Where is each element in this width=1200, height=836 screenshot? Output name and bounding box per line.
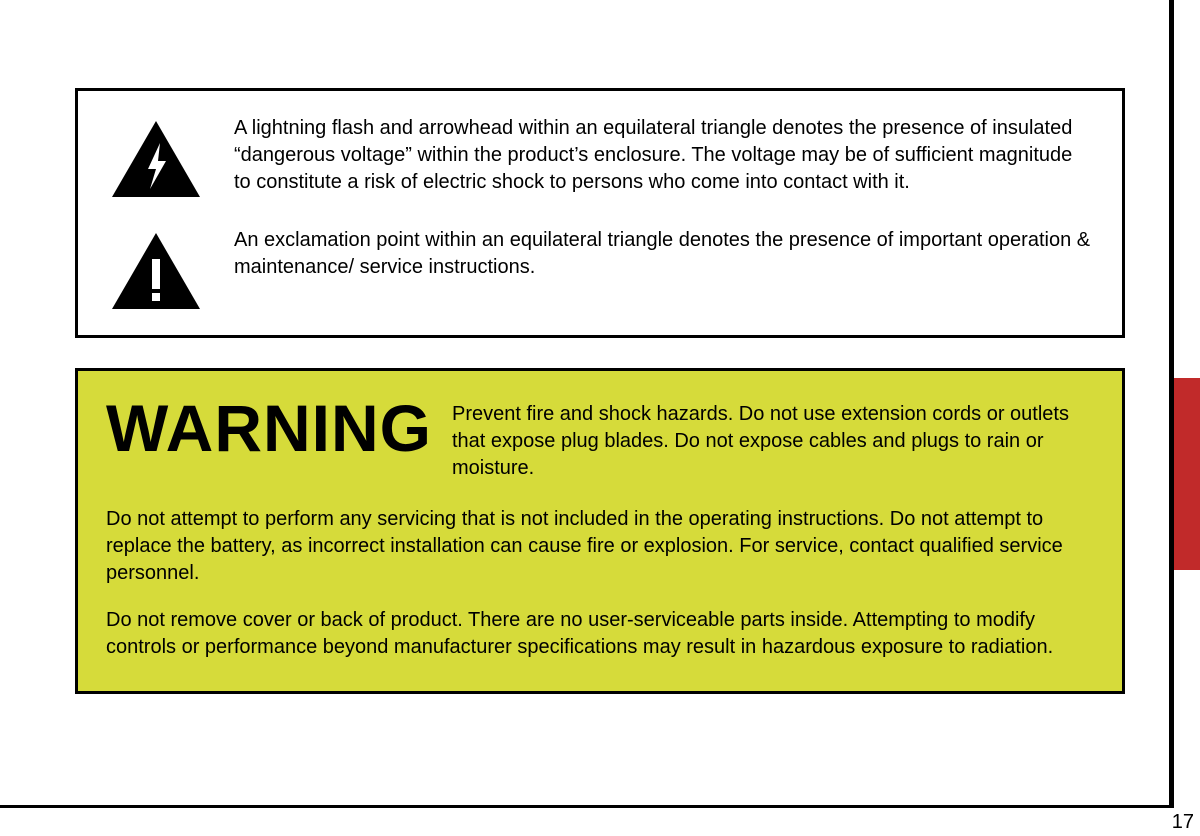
lightning-triangle-icon (106, 115, 206, 199)
lightning-symbol-text: A lightning flash and arrowhead within a… (234, 115, 1094, 196)
warning-box: WARNING Prevent fire and shock hazards. … (75, 368, 1125, 694)
warning-lead-text: Prevent fire and shock hazards. Do not u… (452, 395, 1094, 482)
page: 17 A lightning flash and arrowhead withi… (0, 0, 1200, 836)
warning-title: WARNING (106, 395, 432, 461)
symbol-row: An exclamation point within an equilater… (106, 227, 1094, 311)
content-area: A lightning flash and arrowhead within a… (75, 88, 1125, 694)
warning-paragraph: Do not remove cover or back of product. … (106, 607, 1094, 661)
warning-paragraph: Do not attempt to perform any servicing … (106, 506, 1094, 587)
exclamation-symbol-text: An exclamation point within an equilater… (234, 227, 1094, 281)
symbol-row: A lightning flash and arrowhead within a… (106, 115, 1094, 199)
section-tab (1174, 378, 1200, 570)
warning-header: WARNING Prevent fire and shock hazards. … (106, 395, 1094, 482)
exclamation-triangle-icon (106, 227, 206, 311)
safety-symbols-box: A lightning flash and arrowhead within a… (75, 88, 1125, 338)
page-number: 17 (1172, 811, 1194, 834)
warning-body: Do not attempt to perform any servicing … (106, 506, 1094, 661)
